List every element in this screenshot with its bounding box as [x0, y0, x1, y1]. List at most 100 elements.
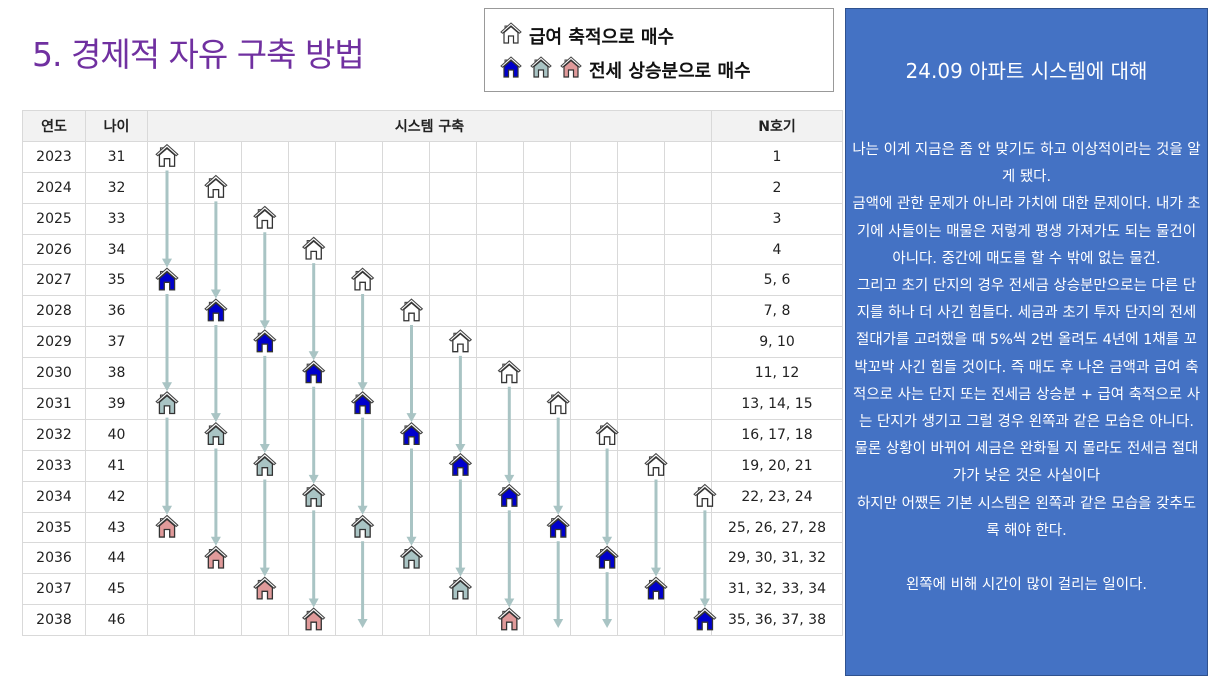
header-age: 나이 — [85, 110, 148, 142]
table-row: 2027 35 5, 6 — [22, 264, 843, 297]
system-cell — [335, 233, 383, 266]
system-cell — [570, 511, 618, 544]
system-cell — [382, 264, 430, 297]
system-cell — [664, 295, 712, 328]
system-cell — [382, 202, 430, 235]
system-cell — [429, 418, 477, 451]
year-cell: 2030 — [22, 357, 86, 390]
system-cell — [664, 202, 712, 235]
system-cell — [288, 604, 336, 637]
system-cell — [476, 511, 524, 544]
system-cell — [194, 418, 242, 451]
system-cell — [523, 542, 571, 575]
n-cell: 19, 20, 21 — [711, 449, 843, 482]
system-cell — [617, 233, 665, 266]
system-cell — [476, 388, 524, 420]
system-cell — [429, 388, 477, 420]
page-title: 5. 경제적 자유 구축 방법 — [32, 35, 365, 74]
system-cell — [241, 326, 289, 359]
system-cell — [476, 264, 524, 297]
table-row: 2037 45 31, 32, 33, 34 — [22, 573, 843, 606]
system-cell — [194, 511, 242, 544]
system-cell — [523, 511, 571, 544]
n-cell: 2 — [711, 171, 843, 204]
year-cell: 2037 — [22, 573, 86, 606]
header-year: 연도 — [22, 110, 86, 142]
system-cell — [476, 233, 524, 266]
age-cell: 41 — [85, 449, 148, 482]
system-cell — [241, 295, 289, 328]
system-cell — [194, 171, 242, 204]
table-row: 2023 31 1 — [22, 140, 843, 173]
system-cell — [617, 480, 665, 513]
system-cell — [570, 233, 618, 266]
system-cell — [288, 388, 336, 420]
system-cell — [617, 604, 665, 637]
system-cell — [382, 418, 430, 451]
system-cell — [147, 357, 195, 390]
system-cell — [382, 233, 430, 266]
system-cell — [241, 357, 289, 390]
system-cell — [570, 357, 618, 390]
year-cell: 2026 — [22, 233, 86, 266]
system-cell — [335, 357, 383, 390]
system-cell — [523, 326, 571, 359]
system-cell — [147, 604, 195, 637]
system-cell — [617, 418, 665, 451]
system-cell — [429, 449, 477, 482]
year-cell: 2034 — [22, 480, 86, 513]
system-cell — [429, 480, 477, 513]
age-cell: 34 — [85, 233, 148, 266]
system-cell — [523, 418, 571, 451]
system-cell — [570, 264, 618, 297]
system-cell — [147, 295, 195, 328]
system-cell — [147, 480, 195, 513]
system-cell — [664, 573, 712, 606]
system-cell — [147, 202, 195, 235]
system-cell — [570, 140, 618, 173]
year-cell: 2028 — [22, 295, 86, 328]
table-row: 2029 37 9, 10 — [22, 326, 843, 359]
system-cell — [570, 573, 618, 606]
panel-body: 나는 이게 지금은 좀 안 맞기도 하고 이상적이라는 것을 알게 됐다. 금액… — [852, 142, 1201, 594]
system-cell — [382, 542, 430, 575]
system-cell — [335, 511, 383, 544]
system-cell — [194, 233, 242, 266]
system-cell — [617, 573, 665, 606]
system-cell — [382, 449, 430, 482]
system-cell — [617, 171, 665, 204]
system-cell — [288, 480, 336, 513]
system-cell — [476, 573, 524, 606]
table-header: 연도 나이 시스템 구축 N호기 — [22, 110, 843, 142]
system-cell — [288, 418, 336, 451]
system-cell — [335, 264, 383, 297]
system-cell — [382, 171, 430, 204]
system-cell — [147, 388, 195, 420]
year-cell: 2025 — [22, 202, 86, 235]
system-cell — [570, 295, 618, 328]
system-cell — [288, 511, 336, 544]
system-cell — [288, 233, 336, 266]
system-cell — [664, 171, 712, 204]
system-cell — [335, 388, 383, 420]
system-cell — [476, 418, 524, 451]
system-cell — [429, 604, 477, 637]
system-cell — [617, 295, 665, 328]
system-cell — [241, 449, 289, 482]
house-blue-icon — [499, 55, 523, 84]
system-cell — [664, 326, 712, 359]
age-cell: 42 — [85, 480, 148, 513]
system-cell — [429, 573, 477, 606]
system-cell — [617, 357, 665, 390]
system-cell — [570, 480, 618, 513]
n-cell: 31, 32, 33, 34 — [711, 573, 843, 606]
system-cell — [523, 171, 571, 204]
year-cell: 2027 — [22, 264, 86, 297]
system-cell — [194, 542, 242, 575]
table-row: 2038 46 35, 36, 37, 38 — [22, 604, 843, 637]
system-cell — [194, 326, 242, 359]
system-cell — [147, 449, 195, 482]
table-row: 2028 36 7, 8 — [22, 295, 843, 328]
system-cell — [241, 140, 289, 173]
system-cell — [194, 202, 242, 235]
